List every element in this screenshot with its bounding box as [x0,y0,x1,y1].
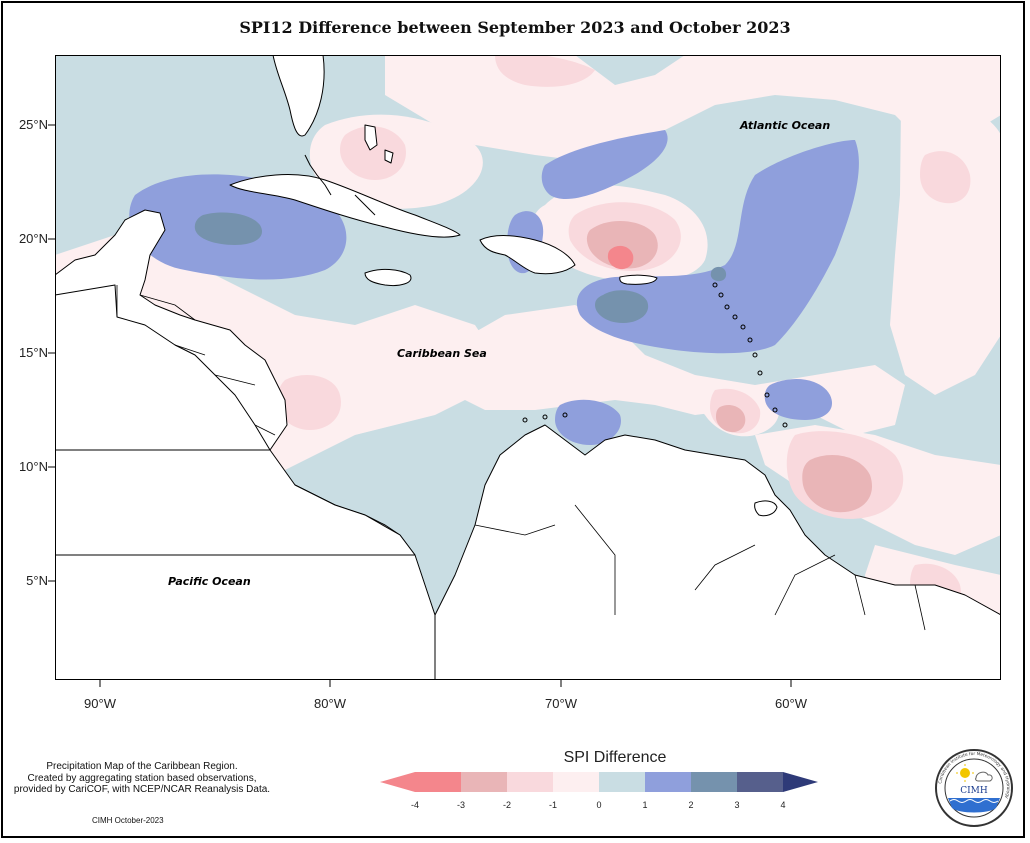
spi-map: Atlantic Ocean Caribbean Sea Pacific Oce… [55,55,1001,680]
legend-tick-label: 3 [734,800,740,810]
x-tick-label: 80°W [314,696,346,711]
legend-swatch [645,772,691,792]
legend-tick-label: 2 [688,800,694,810]
legend-arrow-right [783,772,818,792]
legend-swatch [461,772,507,792]
legend-tick-label: 1 [642,800,648,810]
legend-tick-label: 4 [780,800,786,810]
spi-positive-strong-regions [194,212,727,323]
cloud-icon [975,771,993,782]
legend-arrow-left [380,772,415,792]
legend-swatch [553,772,599,792]
cimh-logo: CIMH Caribbean Institute for Meteorology… [935,749,1013,827]
legend-tick-label: -2 [502,800,511,810]
sun-icon [960,768,970,778]
water-icon [948,798,1000,813]
x-axis-ticks [99,680,792,687]
logo-text: CIMH [960,786,988,796]
land-outlines [55,55,1001,680]
country-borders [116,285,926,631]
legend-swatch [599,772,645,792]
spi-negative-strong-regions [586,220,873,513]
spi-negative-extreme-regions [607,245,634,270]
credit-line-2: Created by aggregating station based obs… [27,772,257,784]
y-tick-label: 20°N [18,231,48,246]
x-tick-label: 60°W [775,696,807,711]
credit-date: CIMH October-2023 [92,816,164,825]
lesser-antilles [304,154,788,428]
legend-tick-label: -3 [456,800,465,810]
legend-swatch [691,772,737,792]
credit-line-1: Precipitation Map of the Caribbean Regio… [46,761,238,772]
pacific-ocean-label: Pacific Ocean [168,575,251,588]
y-axis-ticks [48,124,55,582]
x-tick-label: 70°W [545,696,577,711]
atlantic-ocean-label: Atlantic Ocean [739,119,830,132]
legend-tick-label: -1 [548,800,557,810]
map-border [55,55,1001,680]
y-tick-label: 5°N [26,573,48,588]
caribbean-sea-label: Caribbean Sea [397,347,487,360]
legend-colorbar [380,772,818,792]
y-tick-label: 25°N [18,117,48,132]
y-tick-label: 15°N [18,345,48,360]
credit-text: Precipitation Map of the Caribbean Regio… [6,761,278,796]
legend-tick-label: -4 [410,800,419,810]
legend-swatch [415,772,461,792]
credit-line-3: provided by CariCOF, with NCEP/NCAR Rean… [13,784,271,795]
y-tick-label: 10°N [18,459,48,474]
legend-tick-label: 0 [596,800,602,810]
legend-swatch [737,772,783,792]
legend-title: SPI Difference [563,749,667,766]
x-tick-label: 90°W [84,696,116,711]
map-title: SPI12 Difference between September 2023 … [239,18,791,37]
legend-swatch [507,772,553,792]
